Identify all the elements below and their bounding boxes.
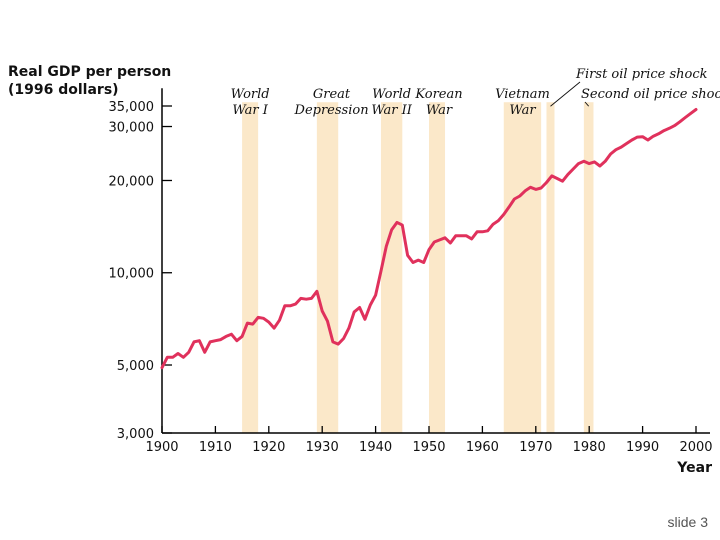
event-band-3 — [429, 102, 446, 434]
y-tick-label: 5,000 — [117, 359, 154, 374]
event-label-6: Second oil price shock — [581, 87, 720, 102]
event-label-2: War II — [371, 103, 412, 118]
x-tick-label: 1990 — [626, 440, 659, 455]
event-label-4: War — [509, 103, 536, 118]
y-axis-title-line1: Real GDP per person — [8, 64, 171, 80]
event-label-3: War — [426, 103, 453, 118]
y-tick-label: 20,000 — [109, 174, 155, 189]
slide-number: slide 3 — [667, 514, 708, 530]
event-label-2: World — [372, 87, 411, 102]
event-label-3: Korean — [414, 87, 462, 102]
x-tick-label: 2000 — [679, 440, 712, 455]
event-band-4 — [503, 102, 542, 434]
x-tick-label: 1910 — [199, 440, 232, 455]
x-tick-label: 1900 — [145, 440, 178, 455]
event-band-5 — [546, 102, 555, 434]
series-line-0 — [160, 108, 698, 370]
x-tick-label: 1960 — [466, 440, 499, 455]
y-tick-label: 30,000 — [109, 121, 155, 136]
y-tick-label: 10,000 — [109, 267, 155, 282]
x-tick-label: 1940 — [359, 440, 392, 455]
axes: 3,000 5,000 10,000 20,000 30,000 35,000 1900 19… — [109, 88, 713, 455]
event-label-4: Vietnam — [495, 87, 550, 102]
x-tick-label: 1980 — [573, 440, 606, 455]
y-tick-label: 35,000 — [109, 100, 155, 115]
y-axis-title-line2: (1996 dollars) — [8, 82, 119, 98]
x-axis-title: Year — [676, 460, 712, 476]
event-label-0: World — [231, 87, 270, 102]
x-tick-label: 1920 — [252, 440, 285, 455]
event-label-5: First oil price shock — [575, 67, 708, 82]
event-leader-line-6 — [584, 101, 590, 107]
event-band-1 — [316, 102, 339, 434]
y-tick-label: 3,000 — [117, 427, 154, 442]
event-label-1: Great — [313, 87, 351, 102]
event-band-2 — [380, 102, 403, 434]
event-band-0 — [242, 102, 259, 434]
event-band-6 — [583, 102, 594, 434]
event-label-0: War I — [232, 103, 268, 118]
event-leader-line-5 — [550, 81, 581, 107]
event-label-1: Depression — [294, 103, 369, 118]
x-tick-label: 1970 — [519, 440, 552, 455]
x-tick-label: 1930 — [306, 440, 339, 455]
event-bands — [242, 102, 594, 434]
x-tick-label: 1950 — [412, 440, 445, 455]
series-layer — [160, 108, 698, 370]
